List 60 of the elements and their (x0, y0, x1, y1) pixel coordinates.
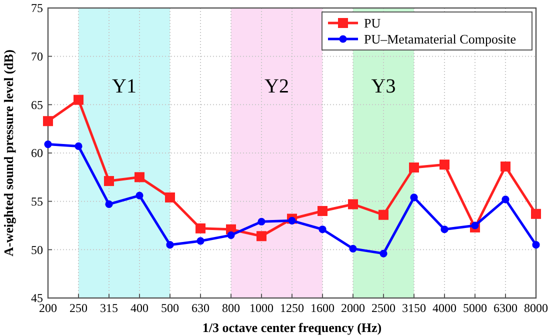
point (440, 226, 448, 234)
point (196, 237, 204, 245)
x-tick-label: 1000 (250, 301, 274, 315)
x-tick-label: 2000 (341, 301, 365, 315)
x-tick-label: 1600 (310, 301, 334, 315)
point (410, 194, 418, 202)
point (531, 208, 541, 219)
x-tick-label: 500 (161, 301, 179, 315)
point (502, 196, 510, 204)
x-tick-label: 1250 (280, 301, 304, 315)
legend-label: PU–Metamaterial Composite (364, 32, 516, 47)
y-axis-title: A-weighted sound pressure level (dB) (1, 50, 16, 256)
point (165, 192, 175, 202)
point (227, 231, 235, 239)
point (134, 172, 144, 182)
y-tick-label: 75 (31, 1, 43, 16)
x-tick-label: 2500 (372, 301, 396, 315)
point (74, 94, 84, 105)
point (258, 218, 266, 226)
point (104, 176, 114, 186)
legend-label: PU (364, 16, 382, 31)
point (409, 162, 419, 172)
point (532, 241, 540, 249)
y-tick-label: 60 (31, 146, 43, 160)
point (256, 231, 266, 242)
point (136, 192, 144, 200)
point (440, 160, 450, 170)
x-tick-label: 800 (222, 301, 240, 315)
y-tick-label: 65 (31, 98, 43, 112)
point (74, 142, 82, 150)
point (348, 199, 358, 210)
x-tick-label: 315 (100, 301, 118, 315)
x-tick-label: 3150 (402, 301, 426, 315)
y-tick-label: 70 (31, 50, 43, 64)
y-tick-label: 55 (31, 194, 43, 209)
point (196, 223, 206, 234)
point (349, 244, 357, 252)
point (471, 222, 479, 230)
x-axis-title: 1/3 octave center frequency (Hz) (202, 320, 382, 335)
point (166, 241, 174, 249)
y-tick-label: 50 (31, 242, 43, 257)
point (318, 226, 326, 234)
point (500, 162, 510, 172)
point (105, 200, 113, 208)
x-tick-label: 4000 (432, 301, 456, 315)
x-tick-label: 250 (70, 301, 88, 315)
band-label: Y3 (371, 75, 396, 98)
point (318, 206, 328, 216)
point (43, 116, 53, 126)
x-tick-label: 8000 (524, 301, 548, 315)
point (378, 210, 388, 220)
point (288, 216, 296, 224)
x-tick-label: 6300 (494, 301, 518, 315)
x-tick-label: 400 (130, 301, 148, 315)
band-label: Y2 (264, 75, 289, 98)
point (380, 250, 388, 258)
x-tick-label: 5000 (463, 301, 487, 315)
point (44, 140, 52, 148)
x-tick-label: 630 (192, 301, 210, 315)
band-label: Y1 (112, 75, 136, 98)
